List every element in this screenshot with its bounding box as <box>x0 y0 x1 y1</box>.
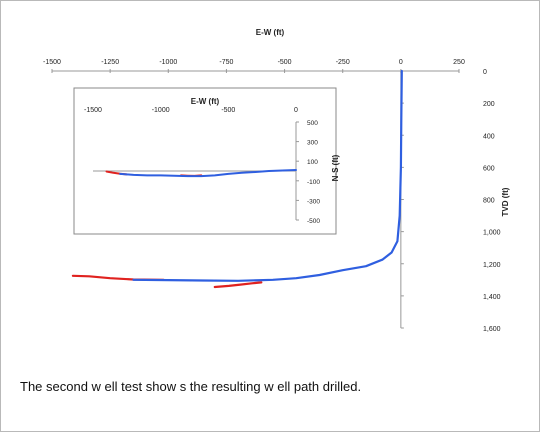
inset-x-tick-label: -1000 <box>152 107 170 114</box>
inset-y-tick-label: -100 <box>307 179 320 186</box>
main-y-tick-label: 1,000 <box>483 230 501 237</box>
main-x-tick-label: -1000 <box>159 59 177 66</box>
inset-y-tick-label: 100 <box>307 159 318 166</box>
inset-y-axis-title: N-S (ft) <box>331 154 340 181</box>
inset-y-tick-label: -500 <box>307 218 320 225</box>
inset-y-tick-label: -300 <box>307 198 320 205</box>
main-x-tick-label: 250 <box>453 59 465 66</box>
main-series-line <box>132 69 403 282</box>
main-x-tick-label: -1500 <box>43 59 61 66</box>
main-x-axis-title: E-W (ft) <box>256 28 285 37</box>
inset-series-line <box>119 169 297 178</box>
inset-x-tick-label: -500 <box>221 107 235 114</box>
main-y-tick-label: 400 <box>483 133 495 140</box>
main-x-tick-label: -250 <box>336 59 350 66</box>
inset-x-tick-label: -1500 <box>84 107 102 114</box>
inset-frame <box>73 87 337 235</box>
main-y-tick-label: 1,400 <box>483 294 501 301</box>
main-x-tick-label: -750 <box>219 59 233 66</box>
main-x-tick-label: -1250 <box>101 59 119 66</box>
well-path-chart: -1500 -1250 -1000 -750 -500 -250 0 250020040060… <box>43 28 510 333</box>
main-y-tick-label: 1,200 <box>483 262 501 269</box>
main-y-tick-label: 1,600 <box>483 326 501 333</box>
inset-x-tick-label: 0 <box>294 107 298 114</box>
main-x-tick-label: -500 <box>278 59 292 66</box>
inset-series-group <box>105 169 297 178</box>
main-y-tick-label: 600 <box>483 165 495 172</box>
figure-caption: The second w ell test show s the resulti… <box>20 379 362 394</box>
inset-x-axis-title: E-W (ft) <box>191 97 220 106</box>
main-x-tick-label: 0 <box>399 59 403 66</box>
main-y-tick-label: 200 <box>483 101 495 108</box>
main-y-tick-label: 800 <box>483 198 495 205</box>
main-y-axis-title: TVD (ft) <box>501 187 510 216</box>
inset-y-tick-label: 500 <box>307 120 318 127</box>
inset-y-tick-label: 300 <box>307 140 318 147</box>
main-y-tick-label: 0 <box>483 69 487 76</box>
main-series-line <box>213 281 263 289</box>
main-series-group <box>71 69 403 289</box>
